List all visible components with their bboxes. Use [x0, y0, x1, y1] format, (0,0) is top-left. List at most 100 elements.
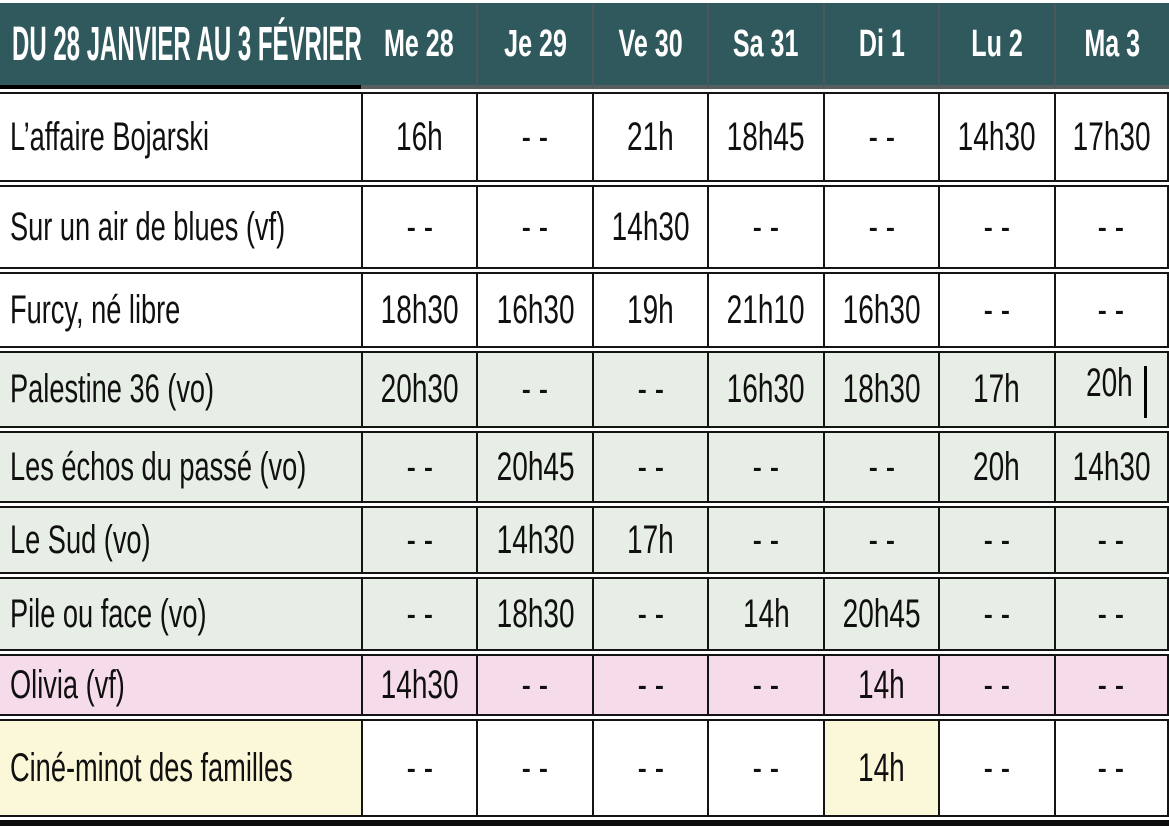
showtime-cell[interactable]: 20h45 [822, 577, 939, 651]
showtime-cell[interactable]: - - [1053, 654, 1169, 716]
showtime-cell[interactable]: - - [476, 719, 592, 817]
film-title-cell[interactable]: Sur un air de blues (vf) [0, 185, 362, 269]
day-header-label: Lu 2 [971, 22, 1023, 65]
film-title-cell[interactable]: Olivia (vf) [0, 654, 362, 716]
film-title-cell[interactable]: Ciné-minot des familles [0, 719, 362, 817]
showtime-cell[interactable]: 17h [938, 351, 1054, 428]
film-row: Ciné-minot des familles - - - - - - - - 14h - … [0, 719, 1169, 817]
showtime-cell[interactable]: 18h30 [361, 272, 477, 348]
no-show-marker: - - [983, 204, 1011, 249]
film-title-cell[interactable]: Les échos du passé (vo) [0, 431, 362, 503]
day-header-di-1[interactable]: Di 1 [822, 3, 939, 89]
showtime-label: 14h [858, 745, 905, 790]
header-row: DU 28 JANVIER AU 3 FÉVRIER Me 28 Je 29 Ve … [0, 3, 1169, 89]
showtime-cell[interactable]: - - [822, 185, 939, 269]
showtime-cell[interactable]: - - [938, 654, 1054, 716]
showtime-cell[interactable]: 14h [707, 577, 823, 651]
showtime-cell[interactable]: - - [707, 719, 823, 817]
showtime-cell[interactable]: 17h30 [1053, 92, 1169, 182]
film-title-cell[interactable]: L’affaire Bojarski [0, 92, 362, 182]
showtime-cell[interactable]: 16h30 [707, 351, 823, 428]
showtime-cell[interactable]: - - [361, 506, 477, 574]
film-title-cell[interactable]: Le Sud (vo) [0, 506, 362, 574]
showtime-cell[interactable]: - - [1053, 577, 1169, 651]
showtime-cell[interactable]: - - [361, 431, 477, 503]
film-title-cell[interactable]: Furcy, né libre [0, 272, 362, 348]
showtime-cell[interactable]: - - [1053, 185, 1169, 269]
showtime-label: 14h30 [380, 662, 459, 707]
showtime-label: 16h30 [842, 287, 921, 332]
showtime-cell[interactable]: 17h [591, 506, 708, 574]
showtime-cell[interactable]: 18h30 [822, 351, 939, 428]
day-header-label: Me 28 [383, 22, 454, 65]
schedule-period-header[interactable]: DU 28 JANVIER AU 3 FÉVRIER [0, 3, 362, 89]
film-title-cell[interactable]: Palestine 36 (vo) [0, 351, 362, 428]
showtime-cell[interactable]: - - [707, 506, 823, 574]
showtime-cell[interactable]: - - [591, 719, 708, 817]
showtime-cell[interactable]: 21h10 [707, 272, 823, 348]
no-show-marker: - - [983, 517, 1011, 562]
showtime-cell[interactable]: - - [591, 577, 708, 651]
showtime-cell[interactable]: - - [476, 654, 592, 716]
day-header-lu-2[interactable]: Lu 2 [938, 3, 1054, 89]
no-show-marker: - - [983, 591, 1011, 636]
showtime-cell[interactable]: - - [707, 185, 823, 269]
showtime-cell[interactable]: - - [476, 92, 592, 182]
showtime-cell[interactable]: - - [361, 719, 477, 817]
showtime-cell[interactable]: 14h30 [591, 185, 708, 269]
showtime-cell[interactable]: 14h30 [361, 654, 477, 716]
showtime-cell[interactable]: - - [707, 431, 823, 503]
showtime-cell[interactable]: 14h30 [938, 92, 1054, 182]
showtime-cell[interactable]: 14h [822, 654, 939, 716]
showtime-cell[interactable]: - - [361, 185, 477, 269]
showtime-cell[interactable]: 16h30 [476, 272, 592, 348]
showtime-cell[interactable]: 18h30 [476, 577, 592, 651]
film-row: Palestine 36 (vo) 20h30 - - - - 16h30 18h30 17… [0, 351, 1169, 428]
showtime-cell[interactable]: 14h30 [1053, 431, 1169, 503]
showtime-cell[interactable]: 20h [938, 431, 1054, 503]
showtime-cell[interactable]: 21h [591, 92, 708, 182]
showtime-cell[interactable]: - - [476, 185, 592, 269]
film-row: Pile ou face (vo) - - 18h30 - - 14h 20h45 - - -… [0, 577, 1169, 651]
showtime-cell[interactable]: - - [1053, 272, 1169, 348]
showtime-cell[interactable]: 20h [1053, 351, 1169, 428]
showtime-cell[interactable]: - - [822, 506, 939, 574]
showtime-cell[interactable]: - - [822, 431, 939, 503]
day-header-sa-31[interactable]: Sa 31 [707, 3, 823, 89]
showtime-cell[interactable]: - - [591, 654, 708, 716]
film-title-cell[interactable]: Pile ou face (vo) [0, 577, 362, 651]
showtime-cell[interactable]: 16h30 [822, 272, 939, 348]
showtime-cell[interactable]: - - [476, 351, 592, 428]
showtime-cell[interactable]: - - [361, 577, 477, 651]
day-header-me-28[interactable]: Me 28 [361, 3, 477, 89]
showtime-cell[interactable]: - - [707, 654, 823, 716]
day-header-ma-3[interactable]: Ma 3 [1053, 3, 1169, 89]
showtime-cell[interactable]: - - [591, 351, 708, 428]
day-header-ve-30[interactable]: Ve 30 [591, 3, 708, 89]
no-show-marker: - - [752, 204, 780, 249]
showtime-cell[interactable]: 14h30 [476, 506, 592, 574]
showtime-cell[interactable]: - - [938, 577, 1054, 651]
day-header-je-29[interactable]: Je 29 [476, 3, 592, 89]
showtime-cell[interactable]: - - [822, 92, 939, 182]
showtime-cell[interactable]: 18h45 [707, 92, 823, 182]
table-bottom-border [0, 820, 1169, 826]
film-title-label: Le Sud (vo) [10, 517, 151, 562]
showtime-cell[interactable]: - - [938, 272, 1054, 348]
schedule-header: DU 28 JANVIER AU 3 FÉVRIER Me 28 Je 29 Ve … [0, 3, 1169, 89]
showtime-cell[interactable]: 20h45 [476, 431, 592, 503]
showtime-cell[interactable]: - - [1053, 719, 1169, 817]
film-title-label: Olivia (vf) [10, 662, 125, 707]
showtime-cell[interactable]: - - [591, 431, 708, 503]
showtime-cell[interactable]: - - [938, 719, 1054, 817]
showtime-cell[interactable]: 19h [591, 272, 708, 348]
showtime-cell[interactable]: 20h30 [361, 351, 477, 428]
no-show-marker: - - [1098, 517, 1125, 562]
showtime-cell[interactable]: 16h [361, 92, 477, 182]
showtime-cell[interactable]: - - [938, 185, 1054, 269]
showtime-cell[interactable]: - - [1053, 506, 1169, 574]
showtime-cell[interactable]: - - [938, 506, 1054, 574]
showtime-label: 17h30 [1072, 114, 1151, 159]
showtime-label: 20h [973, 444, 1021, 489]
showtime-cell[interactable]: 14h [822, 719, 939, 817]
